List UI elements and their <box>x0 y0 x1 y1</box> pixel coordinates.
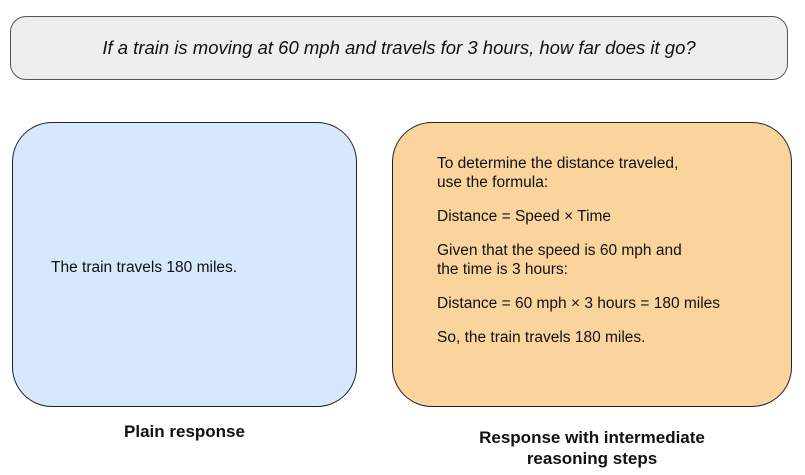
reasoning-step-2: Distance = Speed × Time <box>437 208 612 225</box>
question-box: If a train is moving at 60 mph and trave… <box>10 16 788 80</box>
reasoning-steps-caption: Response with intermediate reasoning ste… <box>392 427 792 469</box>
reasoning-step-1: To determine the distance traveled, use … <box>437 155 679 191</box>
plain-response-text: The train travels 180 miles. <box>51 259 238 276</box>
reasoning-steps-panel: To determine the distance traveled, use … <box>392 122 792 407</box>
reasoning-steps-caption-text: Response with intermediate reasoning ste… <box>479 428 705 468</box>
reasoning-step-3: Given that the speed is 60 mph and the t… <box>437 242 682 278</box>
reasoning-step-4: Distance = 60 mph × 3 hours = 180 miles <box>437 295 721 312</box>
plain-response-caption: Plain response <box>124 422 245 441</box>
reasoning-step-5: So, the train travels 180 miles. <box>437 329 646 346</box>
question-text: If a train is moving at 60 mph and trave… <box>102 37 696 58</box>
reasoning-steps-list: To determine the distance traveled, use … <box>437 154 781 347</box>
plain-response-panel: The train travels 180 miles. <box>12 122 357 407</box>
